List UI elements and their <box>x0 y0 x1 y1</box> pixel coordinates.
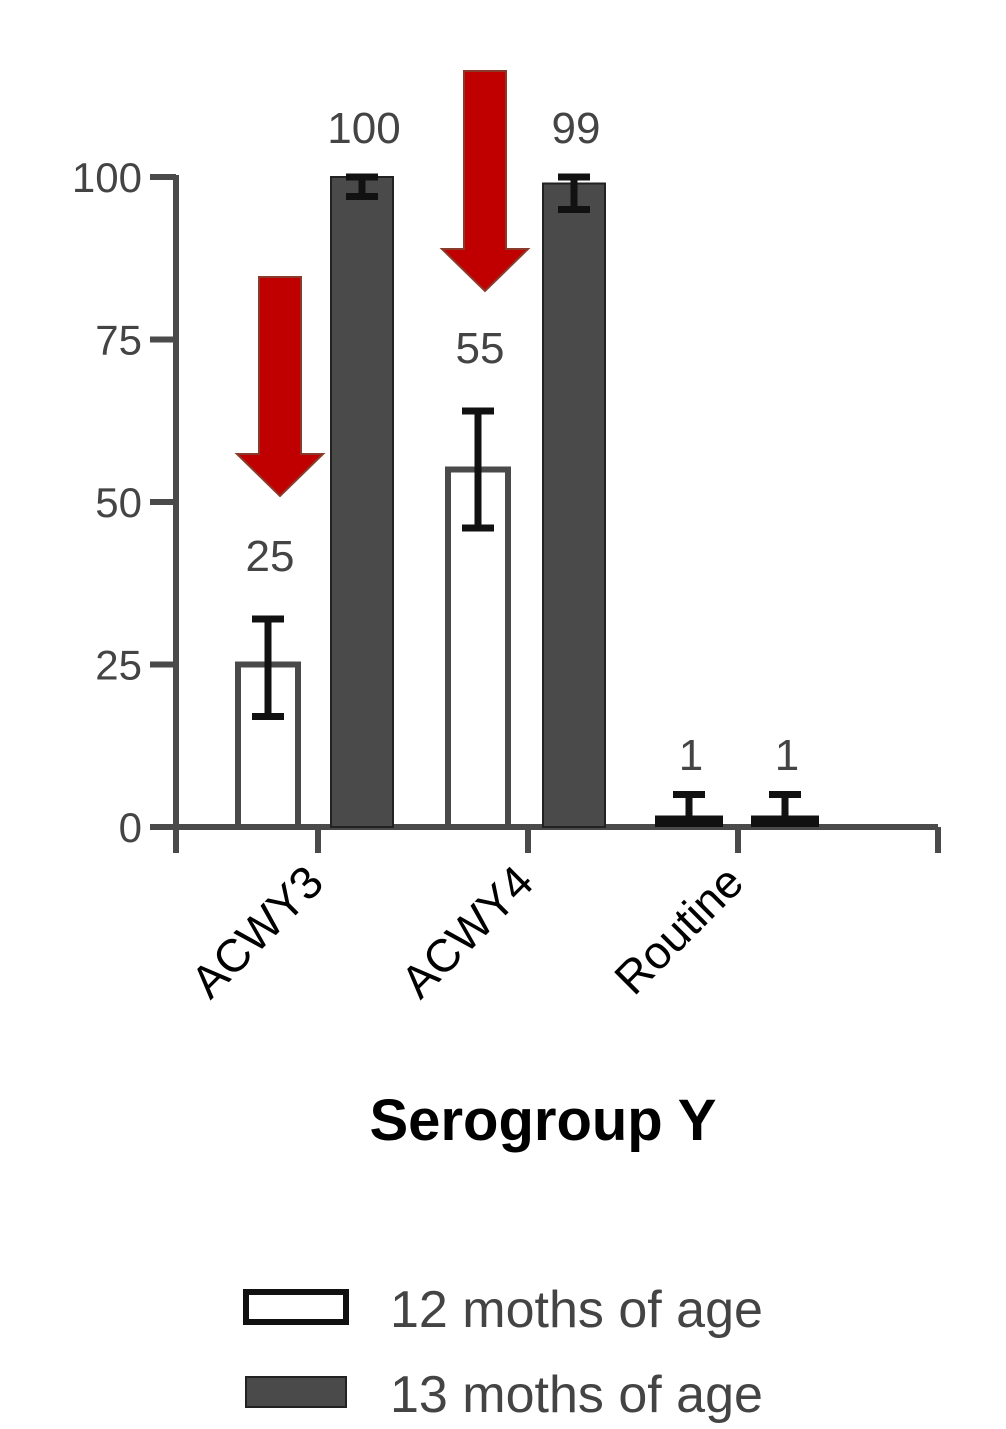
red-arrow <box>439 70 531 293</box>
bar <box>330 176 394 828</box>
legend-label-13-months: 13 moths of age <box>390 1366 763 1424</box>
bar <box>542 182 606 828</box>
y-tick-label: 50 <box>95 479 142 526</box>
y-tick-label: 0 <box>119 804 142 851</box>
x-axis-title: Serogroup Y <box>370 1088 717 1153</box>
data-label: 55 <box>456 324 505 373</box>
legend: 12 moths of age 13 moths of age <box>243 1281 763 1424</box>
y-axis: 0 25 50 75 100 <box>72 154 179 851</box>
data-label: 100 <box>327 104 400 153</box>
y-tick-label: 75 <box>95 317 142 364</box>
category-label: Routine <box>604 855 753 1004</box>
red-arrow <box>234 276 326 498</box>
bars <box>235 176 819 830</box>
category-labels: ACWY3 ACWY4 Routine <box>181 855 753 1007</box>
error-bars <box>252 173 801 827</box>
y-tick-label: 100 <box>72 154 142 201</box>
legend-swatch-13-months <box>245 1376 347 1408</box>
data-label: 1 <box>775 731 799 780</box>
y-tick-label: 25 <box>95 642 142 689</box>
legend-label-12-months: 12 moths of age <box>390 1281 763 1339</box>
category-label: ACWY4 <box>391 855 543 1007</box>
category-label: ACWY3 <box>181 855 333 1007</box>
data-label: 1 <box>679 731 703 780</box>
y-ticks: 0 25 50 75 100 <box>72 154 176 851</box>
x-ticks <box>173 827 941 853</box>
legend-swatch-12-months <box>243 1289 349 1325</box>
data-label: 25 <box>246 532 295 581</box>
data-labels: 25 55 1 100 99 1 <box>246 104 800 780</box>
annotation-arrows <box>234 70 531 498</box>
x-axis <box>150 824 941 853</box>
data-label: 99 <box>552 104 601 153</box>
